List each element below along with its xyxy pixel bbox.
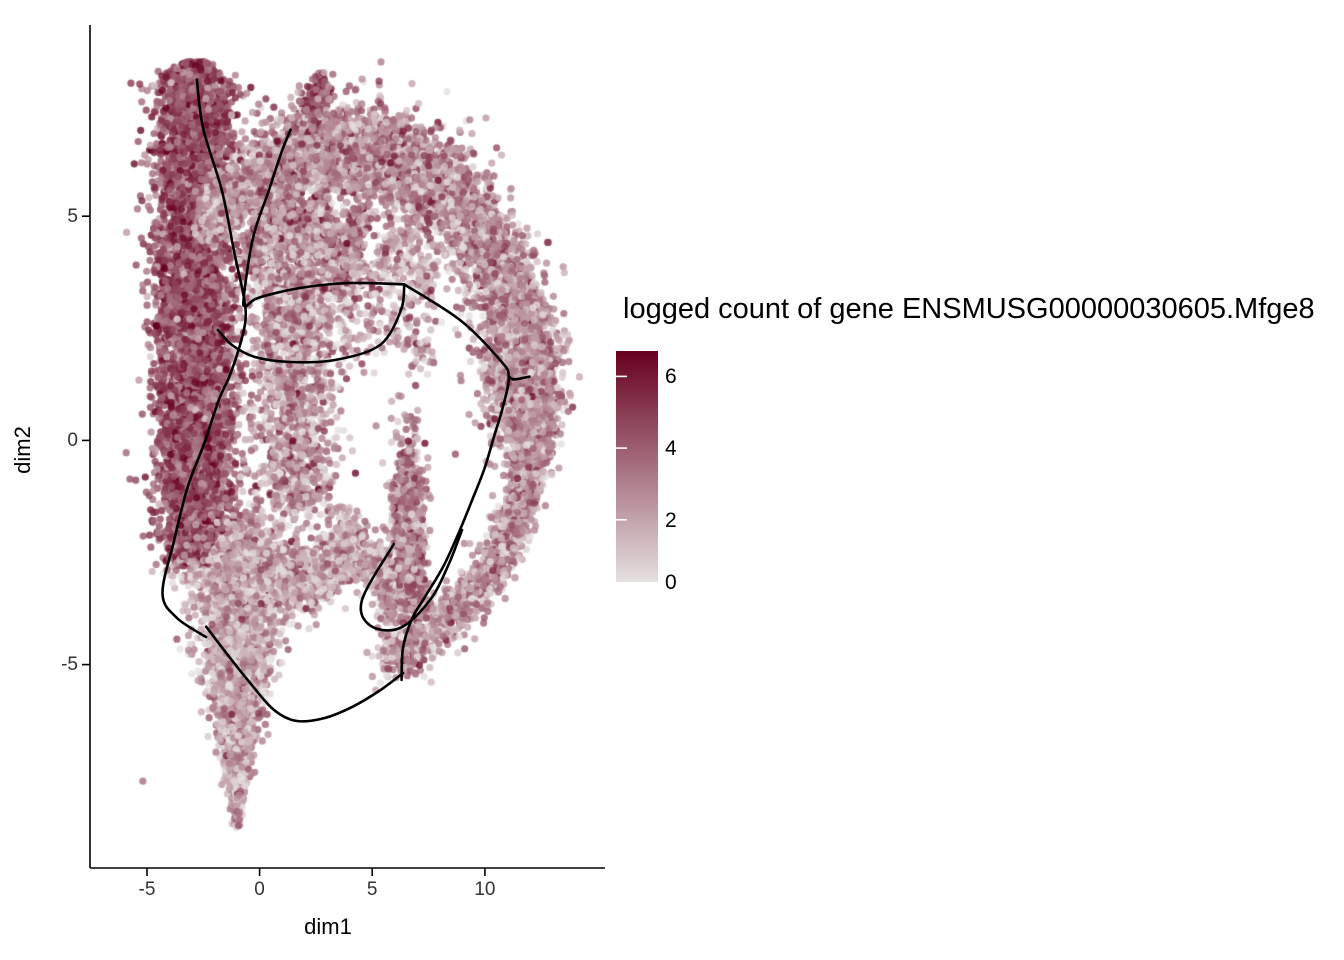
- svg-text:6: 6: [665, 365, 677, 388]
- svg-text:0: 0: [665, 571, 677, 594]
- svg-text:-5: -5: [139, 879, 156, 900]
- svg-text:dim1: dim1: [304, 914, 352, 939]
- svg-text:5: 5: [367, 879, 378, 900]
- svg-text:-5: -5: [61, 654, 78, 675]
- svg-text:0: 0: [67, 430, 78, 451]
- svg-text:dim2: dim2: [10, 426, 35, 474]
- svg-text:4: 4: [665, 437, 677, 460]
- svg-text:2: 2: [665, 509, 677, 532]
- svg-text:0: 0: [254, 879, 265, 900]
- svg-text:logged count of gene ENSMUSG00: logged count of gene ENSMUSG00000030605.…: [623, 293, 1315, 325]
- svg-text:10: 10: [474, 879, 495, 900]
- svg-text:5: 5: [67, 206, 78, 227]
